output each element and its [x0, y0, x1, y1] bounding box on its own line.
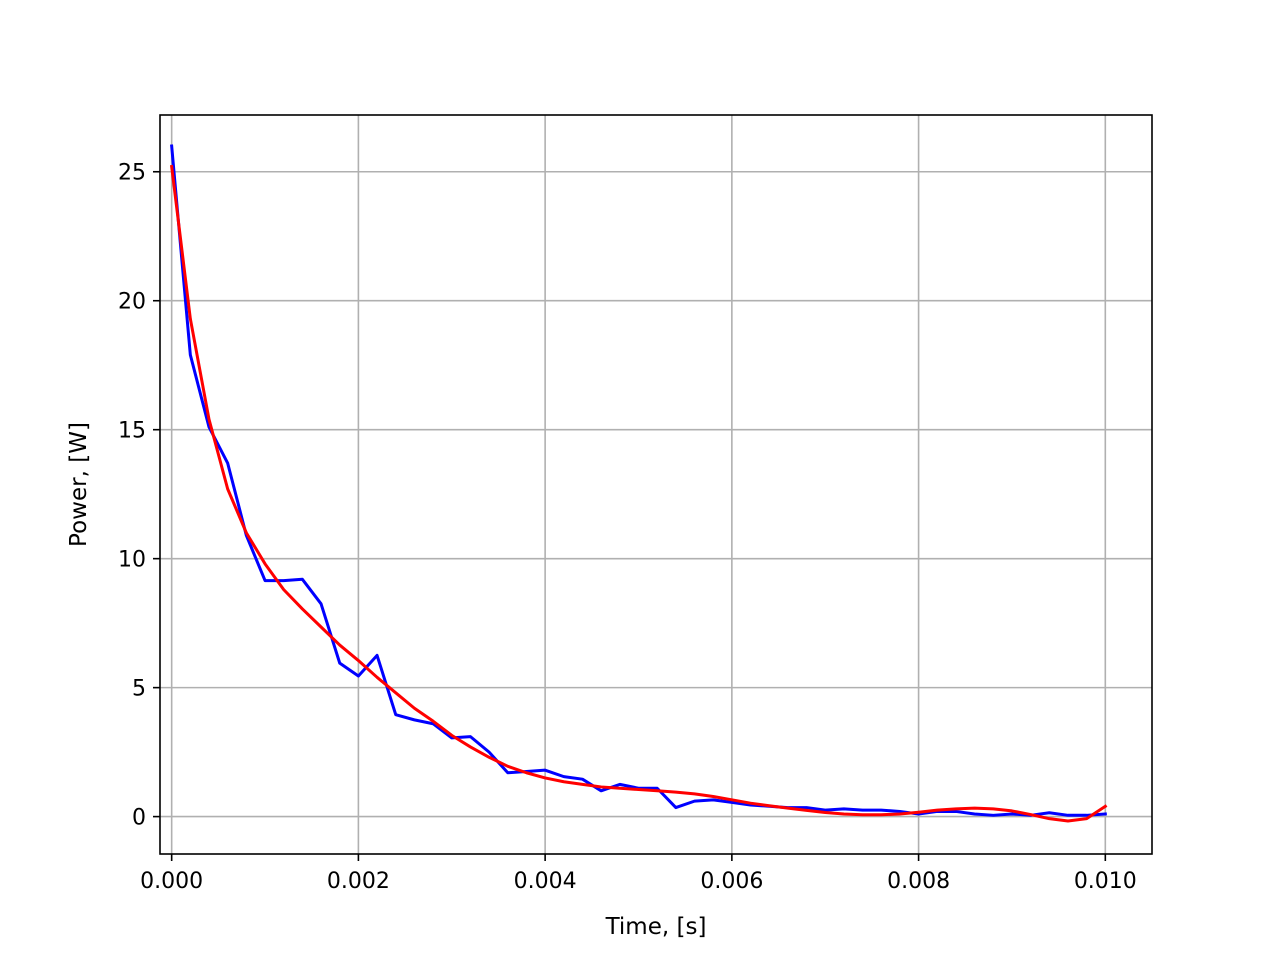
axis-ticks: 0.000 0.002 0.004 0.006 0.008 0.010 0 5 10 15 20 25: [118, 161, 1137, 894]
series-layer: [169, 144, 1108, 823]
plot-frame: [159, 114, 1153, 855]
x-tick-label: 0.004: [514, 869, 577, 894]
y-tick-label: 10: [118, 548, 146, 573]
y-tick-label: 20: [118, 290, 146, 315]
x-axis-label: Time, [s]: [605, 914, 707, 940]
plot-area: [160, 115, 1152, 854]
y-tick-label: 5: [132, 677, 146, 702]
y-axis-label: Power, [W]: [66, 422, 92, 547]
y-tick-label: 25: [118, 161, 146, 186]
y-tick-label: 15: [118, 419, 146, 444]
x-tick-label: 0.000: [140, 869, 203, 894]
x-tick-label: 0.006: [700, 869, 763, 894]
y-tick-label: 0: [132, 806, 146, 831]
series-line-2: [169, 164, 1108, 823]
x-tick-label: 0.002: [327, 869, 390, 894]
x-tick-label: 0.010: [1074, 869, 1137, 894]
grid-lines: [160, 115, 1152, 854]
x-tick-label: 0.008: [887, 869, 950, 894]
